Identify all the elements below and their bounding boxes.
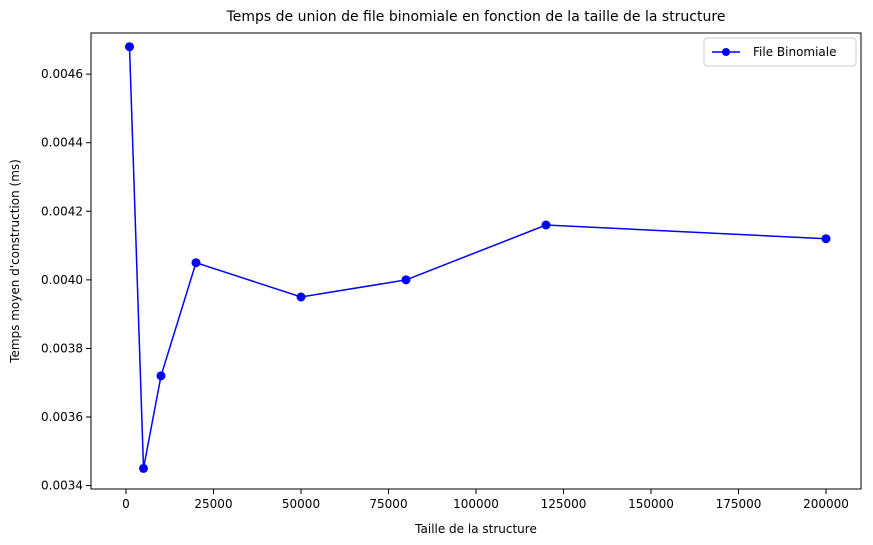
legend-box — [703, 37, 857, 67]
x-tick-label: 0 — [122, 497, 130, 511]
x-tick-label: 125000 — [541, 497, 587, 511]
data-point — [541, 220, 551, 230]
plot-area-frame — [90, 32, 862, 490]
x-axis-ticks: 0 25000 50000 75000 100000 125000 150000 175000… — [122, 489, 849, 511]
legend-marker-swatch — [722, 48, 730, 56]
x-tick-label: 200000 — [803, 497, 849, 511]
x-tick-label: 50000 — [282, 497, 320, 511]
y-tick-label: 0.0034 — [41, 479, 83, 493]
y-tick-label: 0.0038 — [41, 341, 83, 355]
y-axis-label: Temps moyen d'construction (ms) — [8, 159, 22, 364]
data-point — [125, 42, 134, 52]
chart-title: Temps de union de file binomiale en fonc… — [226, 9, 726, 25]
y-tick-label: 0.0042 — [41, 204, 83, 218]
x-tick-label: 175000 — [716, 497, 762, 511]
data-point — [191, 258, 201, 268]
series-line-file-binomiale — [128, 46, 827, 469]
legend: File Binomiale — [703, 37, 857, 67]
data-point — [296, 292, 306, 302]
y-tick-label: 0.0046 — [41, 67, 83, 81]
data-point — [821, 234, 831, 244]
legend-label: File Binomiale — [753, 45, 837, 59]
x-tick-label: 100000 — [453, 497, 499, 511]
y-tick-label: 0.0036 — [41, 410, 83, 424]
x-axis-label: Taille de la structure — [414, 522, 537, 536]
y-axis-ticks: 0.0034 0.0036 0.0038 0.0040 0.0042 0.0044 0.00… — [41, 67, 91, 493]
series-layer — [125, 42, 831, 473]
x-tick-label: 150000 — [628, 497, 674, 511]
data-point — [139, 463, 148, 473]
x-tick-label: 25000 — [194, 497, 232, 511]
x-tick-label: 75000 — [369, 497, 407, 511]
y-tick-label: 0.0040 — [41, 273, 83, 287]
y-tick-label: 0.0044 — [41, 136, 83, 150]
data-point — [401, 275, 411, 285]
data-point — [156, 371, 166, 381]
